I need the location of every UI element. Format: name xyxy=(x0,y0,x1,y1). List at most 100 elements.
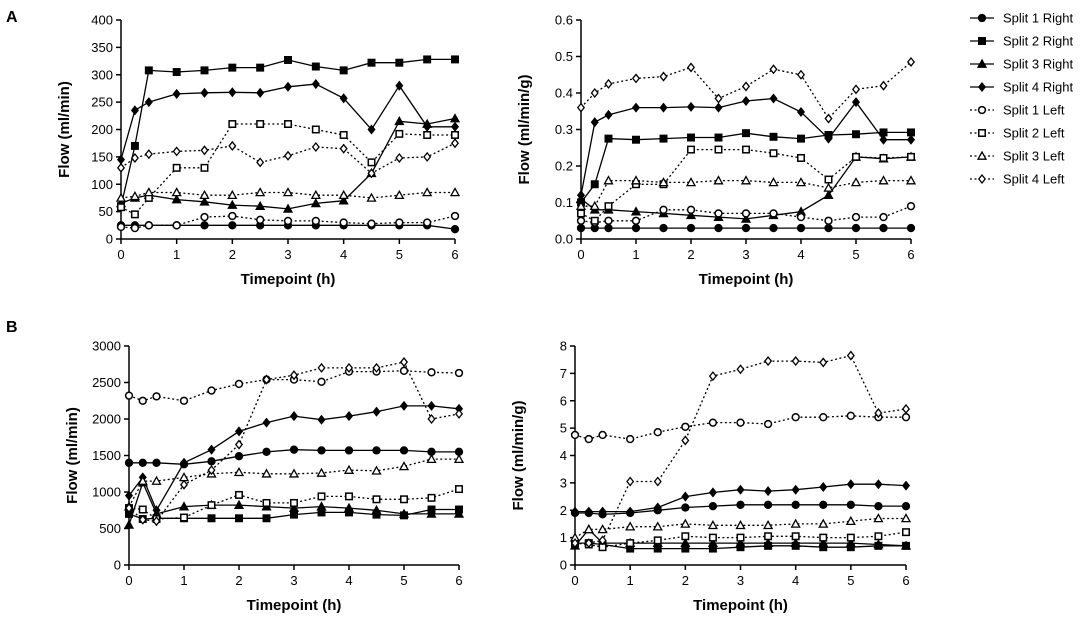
data-point-split-3-left xyxy=(680,518,691,528)
x-axis-label: Timepoint (h) xyxy=(247,597,342,614)
data-point-split-3-left xyxy=(603,175,614,185)
y-axis-label: Flow (ml/min) xyxy=(64,407,81,504)
data-point-split-3-right xyxy=(790,537,801,547)
data-point-split-1-left xyxy=(172,221,181,230)
data-point-split-2-right xyxy=(339,66,348,75)
x-tick-label: 4 xyxy=(797,247,804,262)
data-point-split-4-right xyxy=(200,87,209,98)
series-line-split-2-right xyxy=(575,542,906,550)
data-point-split-4-left xyxy=(769,64,778,75)
series-split-4-left xyxy=(576,56,916,124)
series-line-split-4-right xyxy=(575,483,907,513)
data-point-split-2-right xyxy=(687,133,695,142)
data-point-split-4-left xyxy=(228,140,237,151)
data-point-split-4-right xyxy=(234,426,244,437)
series-line-split-4-right xyxy=(120,83,455,160)
series-line-split-3-left xyxy=(128,458,459,507)
data-point-split-4-right xyxy=(283,81,293,92)
data-point-split-4-left xyxy=(570,538,580,549)
data-point-split-4-left xyxy=(631,73,641,84)
data-point-split-4-left xyxy=(604,78,613,89)
data-point-split-1-left xyxy=(763,419,773,429)
data-point-split-3-left xyxy=(589,200,600,210)
data-point-split-4-right xyxy=(576,190,586,201)
data-point-split-3-right xyxy=(630,206,642,216)
data-point-split-2-left xyxy=(339,130,348,139)
data-point-split-4-right xyxy=(708,487,717,498)
legend-label: Split 1 Left xyxy=(1003,103,1065,118)
data-point-split-2-left xyxy=(819,533,828,542)
y-tick-label: 0.1 xyxy=(555,195,573,210)
data-point-split-2-left xyxy=(708,533,717,542)
data-point-split-1-right xyxy=(450,224,460,234)
data-point-split-2-left xyxy=(714,145,723,154)
data-point-split-3-right xyxy=(227,199,238,209)
data-point-split-1-right xyxy=(200,221,209,230)
data-point-split-4-left xyxy=(234,439,244,450)
data-point-split-2-right xyxy=(172,68,181,76)
y-tick-label: 6 xyxy=(560,393,567,408)
series-split-3-left xyxy=(115,187,461,202)
series-split-1-left xyxy=(116,211,460,233)
data-point-split-4-left xyxy=(590,87,599,99)
data-point-split-4-left xyxy=(653,476,662,487)
legend-marker-triangle xyxy=(976,58,988,68)
y-tick-label: 150 xyxy=(91,149,113,164)
series-split-1-right xyxy=(570,500,911,519)
data-point-split-1-left xyxy=(741,209,751,218)
x-tick-label: 3 xyxy=(737,573,744,588)
data-point-split-2-left xyxy=(180,513,188,522)
data-point-split-3-left xyxy=(199,189,210,200)
data-point-split-4-left xyxy=(796,69,806,80)
data-point-split-4-left xyxy=(708,371,717,382)
data-point-split-2-left xyxy=(228,120,237,129)
data-point-split-2-right xyxy=(290,510,298,519)
data-point-split-1-left xyxy=(791,413,800,422)
data-point-split-2-left xyxy=(653,536,662,545)
y-tick-label: 2000 xyxy=(92,412,121,427)
legend-marker-square xyxy=(978,129,986,137)
data-point-split-4-left xyxy=(874,408,883,419)
data-point-split-1-left xyxy=(138,396,147,405)
data-point-split-4-right xyxy=(262,417,271,428)
data-point-split-3-left xyxy=(762,519,774,530)
x-axis-label: Timepoint (h) xyxy=(699,271,794,288)
data-point-split-2-left xyxy=(874,532,883,541)
data-point-split-1-right xyxy=(686,223,696,233)
series-line-split-4-left xyxy=(580,61,912,120)
legend-marker-circle xyxy=(977,105,987,115)
data-point-split-4-left xyxy=(851,84,861,95)
data-point-split-2-left xyxy=(427,493,436,502)
data-point-split-2-left xyxy=(764,532,773,541)
data-point-split-3-left xyxy=(740,175,752,185)
data-point-split-4-right xyxy=(152,505,161,516)
series-split-4-right xyxy=(116,79,460,165)
data-point-split-2-left xyxy=(604,202,613,211)
data-point-split-2-right xyxy=(632,135,640,144)
data-point-split-3-left xyxy=(625,521,636,531)
data-point-split-4-left xyxy=(144,149,153,160)
y-tick-label: 1500 xyxy=(92,448,121,463)
legend-entry-split-3-left: Split 3 Left xyxy=(970,149,1065,164)
data-point-split-4-right xyxy=(659,102,668,113)
data-point-split-1-right xyxy=(796,223,806,233)
data-point-split-3-right xyxy=(282,203,294,213)
data-point-split-4-right xyxy=(604,109,613,120)
data-point-split-2-left xyxy=(262,498,271,507)
x-tick-label: 5 xyxy=(847,573,854,588)
data-point-split-3-left xyxy=(398,461,410,471)
series-line-split-2-left xyxy=(580,148,912,222)
data-point-split-2-right xyxy=(228,63,237,72)
legend-marker-diamond xyxy=(977,81,987,93)
data-point-split-1-left xyxy=(124,391,134,400)
data-point-split-1-left xyxy=(584,434,593,444)
x-tick-label: 1 xyxy=(632,247,639,262)
data-point-split-1-left xyxy=(598,430,607,440)
x-axis-label: Timepoint (h) xyxy=(241,271,336,288)
data-point-split-1-right xyxy=(681,503,690,512)
data-point-split-2-left xyxy=(256,120,265,129)
x-tick-label: 2 xyxy=(235,573,242,588)
data-point-split-4-right xyxy=(681,491,690,502)
data-point-split-3-left xyxy=(282,187,294,197)
data-point-split-2-left xyxy=(626,539,635,548)
